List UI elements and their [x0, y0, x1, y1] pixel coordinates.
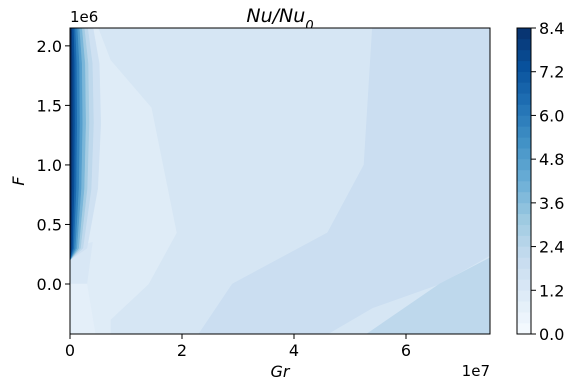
colorbar-segment-0 — [517, 323, 531, 335]
y-axis-multiplier: 1e6 — [70, 8, 98, 26]
contour-region-1 — [198, 28, 490, 334]
colorbar-segment-22 — [517, 82, 531, 94]
colorbar-segment-21 — [517, 93, 531, 105]
colorbar-segment-20 — [517, 104, 531, 116]
colorbar-tick-label-4: 4.8 — [539, 150, 564, 169]
contour-region-5 — [70, 283, 96, 334]
colorbar-frame — [516, 27, 532, 335]
colorbar-segment-9 — [517, 224, 531, 236]
colorbar-segment-7 — [517, 246, 531, 258]
colorbar-segment-26 — [517, 38, 531, 51]
colorbar-segment-14 — [517, 170, 531, 182]
colorbar-segment-16 — [517, 148, 531, 160]
colorbar-segment-13 — [517, 181, 531, 193]
colorbar-segment-2 — [517, 301, 531, 313]
colorbar-segment-27 — [517, 28, 531, 40]
y-tick-label-3: 1.5 — [37, 96, 62, 115]
x-tick-label-3: 6 — [401, 341, 411, 360]
colorbar-segment-6 — [517, 257, 531, 269]
colorbar-segment-3 — [517, 290, 531, 302]
x-axis-multiplier: 1e7 — [462, 362, 490, 380]
y-tick-label-2: 1.0 — [37, 156, 62, 175]
colorbar-segment-25 — [517, 49, 531, 62]
contour-region-2 — [366, 257, 490, 334]
colorbar-tick-label-3: 3.6 — [539, 194, 564, 213]
colorbar-segment-1 — [517, 312, 531, 324]
colorbar-segment-18 — [517, 126, 531, 138]
colorbar-ticks: 0.0 1.2 2.4 3.6 4.8 6.0 7.2 8.4 — [531, 19, 564, 344]
colorbar-tick-label-7: 8.4 — [539, 19, 564, 38]
y-axis-ticks: 0.0 0.5 1.0 1.5 2.0 — [37, 37, 70, 294]
colorbar-tick-label-0: 0.0 — [539, 325, 564, 344]
colorbar-segment-5 — [517, 268, 531, 280]
colorbar-segment-11 — [517, 202, 531, 215]
colorbar-tick-label-5: 6.0 — [539, 106, 564, 125]
x-axis-ticks: 0 2 4 6 — [65, 334, 411, 360]
y-tick-label-1: 0.5 — [37, 215, 62, 234]
colorbar-segment-8 — [517, 235, 531, 247]
colorbar-segment-15 — [517, 159, 531, 171]
colorbar-segment-19 — [517, 115, 531, 127]
x-tick-label-0: 0 — [65, 341, 75, 360]
colorbar-tick-label-2: 2.4 — [539, 238, 564, 257]
colorbar-segment-23 — [517, 71, 531, 83]
colorbar-segment-17 — [517, 137, 531, 149]
colorbar-segment-4 — [517, 279, 531, 291]
y-tick-label-4: 2.0 — [37, 37, 62, 56]
colorbar-segment-10 — [517, 213, 531, 226]
plot-area — [70, 28, 490, 334]
x-axis-label: Gr — [271, 362, 291, 381]
x-tick-label-1: 2 — [177, 341, 187, 360]
colorbar-tick-label-6: 7.2 — [539, 63, 564, 82]
chart-title: Nu/Nu0 — [246, 5, 313, 34]
x-tick-label-2: 4 — [289, 341, 299, 360]
colorbar-segment-24 — [517, 60, 531, 73]
colorbar — [517, 28, 531, 335]
colorbar-segment-12 — [517, 191, 531, 204]
y-axis-label: F — [9, 176, 28, 186]
y-tick-label-0: 0.0 — [37, 275, 62, 294]
plot-frame — [69, 27, 491, 335]
colorbar-tick-label-1: 1.2 — [539, 281, 564, 300]
